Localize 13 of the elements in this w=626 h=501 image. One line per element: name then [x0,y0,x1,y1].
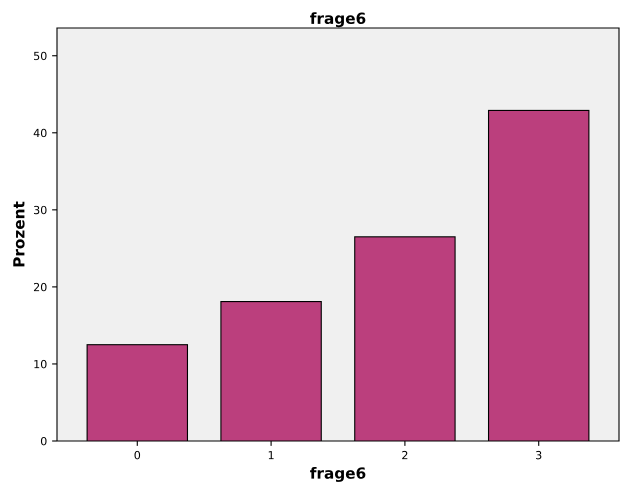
y-tick-label: 0 [40,436,47,446]
y-tick-label: 50 [34,52,47,60]
x-tick-label: 1 [268,451,274,460]
x-tick-label: 0 [134,450,140,460]
y-tick-label: 20 [34,282,47,292]
x-axis-title: frage6 [310,467,366,482]
y-tick-label: 10 [34,360,47,368]
chart-title: frage6 [310,12,366,28]
y-tick-label: 30 [34,206,47,214]
y-axis-title: Prozent [13,202,25,266]
x-tick-label: 2 [402,450,408,460]
x-tick-label: 3 [536,450,542,460]
y-tick-label: 40 [34,128,47,138]
